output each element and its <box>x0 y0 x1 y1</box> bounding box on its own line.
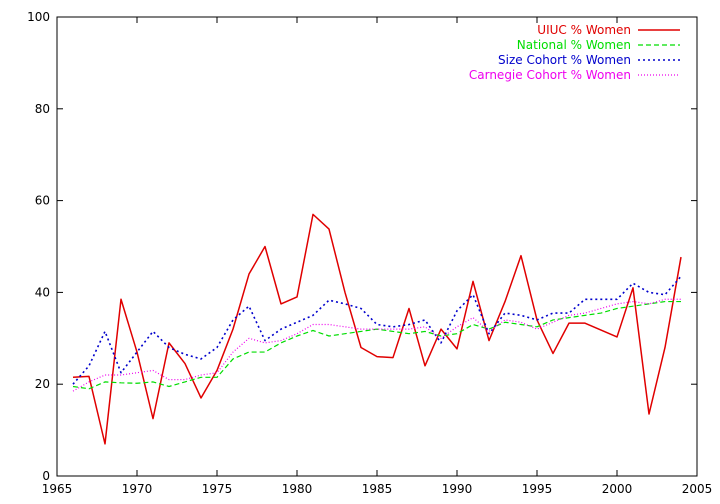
axis-ticks: 1965 1970 1975 1980 1985 1990 1995 2000 2005 0 20 4… <box>27 10 712 496</box>
legend-label: Size Cohort % Women <box>498 53 631 67</box>
series-line-carnegie-cohort-pct-women <box>72 298 681 392</box>
plot-border <box>56 16 698 477</box>
x-tick-label: 2000 <box>602 482 633 496</box>
y-tick-label: 100 <box>27 10 50 24</box>
y-tick-label: 80 <box>35 102 50 116</box>
x-tick-label: 2005 <box>682 482 713 496</box>
x-tick-label: 1990 <box>442 482 473 496</box>
y-tick-label: 0 <box>42 469 50 483</box>
legend-label: UIUC % Women <box>537 23 631 37</box>
y-tick-label: 40 <box>35 285 50 299</box>
legend-label: National % Women <box>517 38 631 52</box>
series-lines <box>72 213 682 445</box>
series-line-national-pct-women <box>72 300 681 390</box>
y-tick-label: 20 <box>35 377 50 391</box>
plot-frame <box>56 16 698 477</box>
x-tick-label: 1975 <box>202 482 233 496</box>
x-tick-label: 1965 <box>42 482 73 496</box>
y-tick-label: 60 <box>35 194 50 208</box>
x-tick-label: 1970 <box>122 482 153 496</box>
legend-label: Carnegie Cohort % Women <box>469 68 631 82</box>
x-tick-label: 1980 <box>282 482 313 496</box>
series-line-uiuc-pct-women <box>72 213 682 445</box>
x-tick-label: 1985 <box>362 482 393 496</box>
x-tick-label: 1995 <box>522 482 553 496</box>
